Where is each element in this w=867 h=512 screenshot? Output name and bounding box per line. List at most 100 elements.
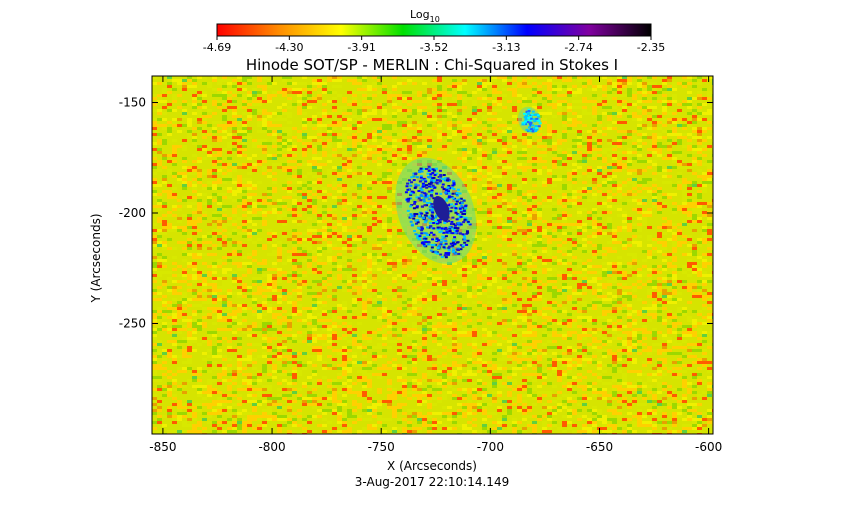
heatmap-cell — [662, 88, 667, 91]
heatmap-cell — [572, 304, 577, 307]
heatmap-cell — [687, 220, 692, 223]
heatmap-cell — [152, 76, 157, 79]
heatmap-cell — [212, 211, 217, 214]
heatmap-cell — [267, 274, 272, 277]
heatmap-cell — [202, 280, 207, 283]
heatmap-cell — [247, 220, 252, 223]
heatmap-cell — [632, 262, 637, 265]
heatmap-cell — [287, 130, 292, 133]
heatmap-cell — [247, 76, 252, 79]
heatmap-cell — [237, 136, 242, 139]
heatmap-cell — [562, 274, 567, 277]
heatmap-cell — [657, 142, 662, 145]
heatmap-cell — [212, 148, 217, 151]
heatmap-cell — [352, 316, 357, 319]
heatmap-cell — [237, 313, 242, 316]
heatmap-cell — [352, 133, 357, 136]
heatmap-cell — [672, 223, 677, 226]
heatmap-cell — [442, 292, 447, 295]
heatmap-cell — [212, 283, 217, 286]
heatmap-cell — [427, 145, 432, 148]
heatmap-cell — [707, 109, 712, 112]
heatmap-cell — [432, 79, 437, 82]
heatmap-cell — [602, 304, 607, 307]
heatmap-cell — [337, 259, 342, 262]
heatmap-cell — [602, 88, 607, 91]
heatmap-cell — [457, 175, 462, 178]
heatmap-cell — [507, 127, 512, 130]
heatmap-cell — [652, 202, 657, 205]
heatmap-cell — [162, 256, 167, 259]
heatmap-cell — [272, 178, 277, 181]
heatmap-cell — [382, 214, 387, 217]
heatmap-cell — [302, 250, 307, 253]
heatmap-cell — [282, 244, 287, 247]
heatmap-cell — [652, 88, 657, 91]
heatmap-cell — [607, 112, 612, 115]
heatmap-cell — [617, 283, 622, 286]
heatmap-cell — [502, 238, 507, 241]
heatmap-cell — [392, 145, 397, 148]
heatmap-cell — [482, 82, 487, 85]
heatmap-cell — [172, 262, 177, 265]
heatmap-cell — [402, 256, 407, 259]
heatmap-cell — [647, 214, 652, 217]
heatmap-cell — [427, 277, 432, 280]
heatmap-cell — [617, 136, 622, 139]
heatmap-cell — [522, 286, 527, 289]
heatmap-cell — [582, 229, 587, 232]
heatmap-cell — [617, 190, 622, 193]
heatmap-cell — [652, 172, 657, 175]
heatmap-cell — [277, 148, 282, 151]
heatmap-cell — [212, 298, 217, 301]
heatmap-cell — [377, 160, 382, 163]
heatmap-cell — [437, 313, 442, 316]
heatmap-cell — [527, 190, 532, 193]
heatmap-cell — [702, 280, 707, 283]
heatmap-cell — [702, 118, 707, 121]
heatmap-cell — [582, 154, 587, 157]
heatmap-cell — [617, 205, 622, 208]
heatmap-cell — [272, 250, 277, 253]
heatmap-cell — [552, 232, 557, 235]
heatmap-cell — [692, 244, 697, 247]
heatmap-cell — [552, 115, 557, 118]
heatmap-cell — [292, 142, 297, 145]
heatmap-cell — [592, 109, 597, 112]
heatmap-cell — [182, 109, 187, 112]
heatmap-cell — [242, 199, 247, 202]
heatmap-cell — [597, 142, 602, 145]
heatmap-cell — [172, 274, 177, 277]
heatmap-cell — [517, 82, 522, 85]
heatmap-cell — [417, 268, 422, 271]
heatmap-cell — [477, 274, 482, 277]
heatmap-cell — [697, 106, 702, 109]
heatmap-cell — [637, 274, 642, 277]
heatmap-cell — [707, 94, 712, 97]
heatmap-cell — [162, 100, 167, 103]
heatmap-cell — [362, 211, 367, 214]
heatmap-cell — [367, 118, 372, 121]
heatmap-cell — [167, 226, 172, 229]
heatmap-cell — [597, 292, 602, 295]
heatmap-cell — [677, 166, 682, 169]
heatmap-cell — [377, 178, 382, 181]
heatmap-cell — [302, 208, 307, 211]
heatmap-cell — [352, 91, 357, 94]
heatmap-cell — [197, 106, 202, 109]
heatmap-cell — [652, 184, 657, 187]
heatmap-cell — [607, 97, 612, 100]
heatmap-cell — [312, 199, 317, 202]
heatmap-cell — [702, 298, 707, 301]
heatmap-cell — [592, 250, 597, 253]
heatmap-cell — [582, 208, 587, 211]
heatmap-cell — [612, 262, 617, 265]
heatmap-cell — [562, 205, 567, 208]
heatmap-cell — [182, 100, 187, 103]
heatmap-cell — [252, 94, 257, 97]
heatmap-cell — [222, 91, 227, 94]
heatmap-cell — [237, 295, 242, 298]
heatmap-cell — [472, 124, 477, 127]
heatmap-cell — [542, 196, 547, 199]
heatmap-cell — [497, 259, 502, 262]
